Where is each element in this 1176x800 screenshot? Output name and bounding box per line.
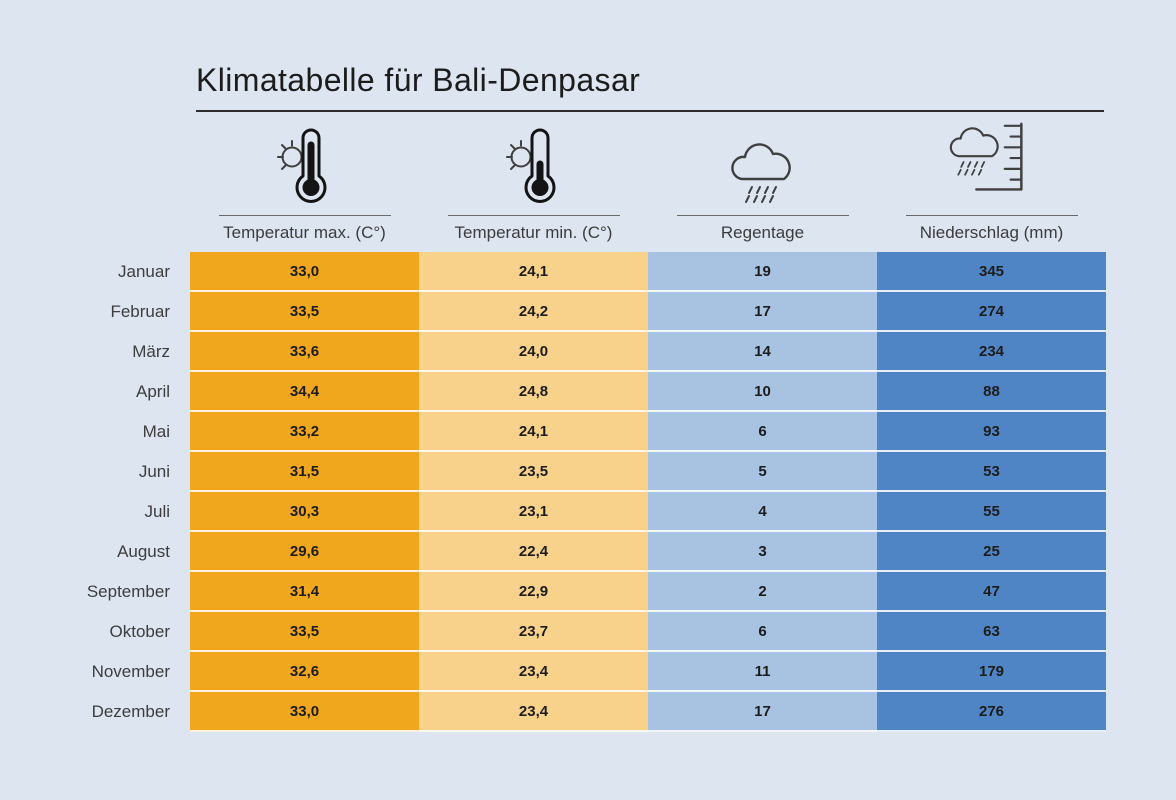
cell-temp-max: 29,6 [190,532,419,572]
cell-precipitation: 345 [877,252,1106,292]
column-rule [447,215,620,216]
thermometer-sun-min-icon [505,118,562,206]
column-label-precipitation: Niederschlag (mm) [919,223,1064,242]
cell-temp-max: 32,6 [190,652,419,692]
cell-temp-max: 33,0 [190,252,419,292]
cell-rain-days: 2 [648,572,877,612]
cell-precipitation: 88 [877,372,1106,412]
row-label-oktober: Oktober [109,622,170,641]
cell-precipitation: 47 [877,572,1106,612]
row-label-september: September [86,582,170,601]
column-rule [218,215,391,216]
thermometer-sun-max-icon [276,118,333,206]
cell-precipitation: 25 [877,532,1106,572]
cell-temp-min: 23,4 [419,692,648,732]
column-rule [905,215,1078,216]
cell-rain-days: 14 [648,332,877,372]
cell-temp-max: 34,4 [190,372,419,412]
cell-temp-min: 23,4 [419,652,648,692]
cell-temp-min: 22,9 [419,572,648,612]
cell-temp-min: 22,4 [419,532,648,572]
row-label-november: November [91,662,170,681]
cell-temp-max: 33,2 [190,412,419,452]
row-label-juni: Juni [138,462,170,481]
cell-precipitation: 276 [877,692,1106,732]
page-title: Klimatabelle für Bali-Denpasar [196,62,1104,112]
row-label-februar: Februar [110,302,170,321]
cell-rain-days: 11 [648,652,877,692]
row-label-mai: Mai [142,422,170,441]
cell-precipitation: 55 [877,492,1106,532]
month-column-spacer [60,118,190,245]
cell-temp-min: 23,5 [419,452,648,492]
column-header-temp-max: Temperatur max. (C°) [190,118,419,245]
cell-temp-max: 33,5 [190,292,419,332]
cell-temp-max: 33,5 [190,612,419,652]
rain-cloud-icon [727,118,799,206]
cell-temp-min: 24,1 [419,252,648,292]
cell-precipitation: 53 [877,452,1106,492]
cell-rain-days: 3 [648,532,877,572]
cell-temp-max: 33,6 [190,332,419,372]
row-label-maerz: März [132,342,170,361]
row-label-april: April [135,382,170,401]
column-label-temp-max: Temperatur max. (C°) [223,223,386,242]
column-header-temp-min: Temperatur min. (C°) [419,118,648,245]
rain-cloud-measure-icon [947,118,1037,206]
cell-temp-max: 31,4 [190,572,419,612]
row-label-juli: Juli [144,502,170,521]
cell-precipitation: 63 [877,612,1106,652]
row-label-januar: Januar [118,262,170,281]
cell-rain-days: 19 [648,252,877,292]
cell-temp-min: 24,0 [419,332,648,372]
cell-rain-days: 6 [648,412,877,452]
column-header-row: Temperatur max. (C°) Temperatur min. (C°… [60,118,1106,245]
climate-table: Januar 33,0 24,1 19 345 Februar 33,5 24,… [60,252,1106,732]
cell-rain-days: 17 [648,692,877,732]
column-header-precipitation: Niederschlag (mm) [877,118,1106,245]
cell-rain-days: 6 [648,612,877,652]
cell-rain-days: 10 [648,372,877,412]
cell-precipitation: 179 [877,652,1106,692]
cell-precipitation: 234 [877,332,1106,372]
cell-temp-max: 31,5 [190,452,419,492]
cell-precipitation: 93 [877,412,1106,452]
cell-temp-min: 23,7 [419,612,648,652]
column-label-rain-days: Regentage [720,223,805,242]
cell-precipitation: 274 [877,292,1106,332]
cell-temp-min: 24,8 [419,372,648,412]
cell-temp-max: 30,3 [190,492,419,532]
cell-rain-days: 5 [648,452,877,492]
cell-temp-min: 24,1 [419,412,648,452]
cell-temp-max: 33,0 [190,692,419,732]
column-rule [676,215,849,216]
row-label-august: August [117,542,170,561]
column-header-rain-days: Regentage [648,118,877,245]
cell-rain-days: 17 [648,292,877,332]
column-label-temp-min: Temperatur min. (C°) [454,223,613,242]
cell-temp-min: 23,1 [419,492,648,532]
row-label-dezember: Dezember [91,702,170,721]
cell-rain-days: 4 [648,492,877,532]
cell-temp-min: 24,2 [419,292,648,332]
